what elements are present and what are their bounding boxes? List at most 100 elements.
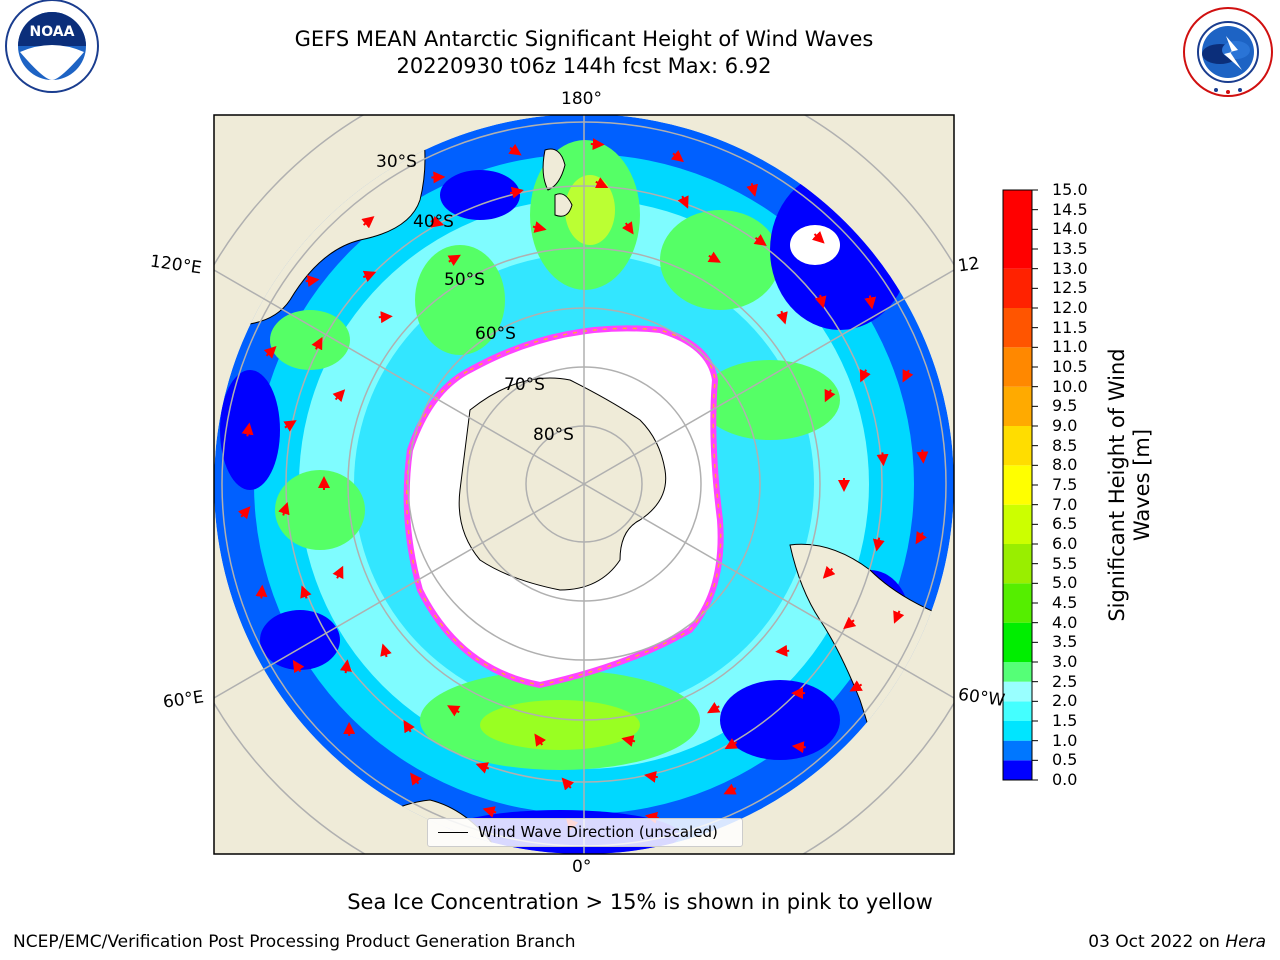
wind-wave-arrow xyxy=(594,177,609,189)
colorbar-tick-label: 7.0 xyxy=(1052,494,1078,514)
colorbar-tick-label: 9.5 xyxy=(1052,396,1078,416)
wind-wave-arrow xyxy=(915,531,927,545)
map-legend: Wind Wave Direction (unscaled) xyxy=(427,818,743,847)
lat-label-40s: 40°S xyxy=(413,212,454,232)
colorbar-band xyxy=(1003,740,1032,761)
colorbar-tick-label: 8.0 xyxy=(1052,455,1078,475)
colorbar-tick-label: 3.5 xyxy=(1052,632,1078,652)
wind-wave-arrow xyxy=(677,195,689,209)
colorbar-tick-label: 13.5 xyxy=(1052,239,1088,258)
colorbar-tick-label: 0.0 xyxy=(1052,770,1078,789)
colorbar-tick-label: 9.0 xyxy=(1052,416,1078,435)
legend-line-sample xyxy=(438,832,468,833)
wind-wave-arrow xyxy=(814,294,827,309)
wind-wave-arrow xyxy=(707,702,721,714)
lon-label-180: 180° xyxy=(561,89,602,109)
wind-wave-arrow xyxy=(378,311,393,324)
wind-wave-arrow xyxy=(410,772,422,786)
wind-wave-arrow xyxy=(723,783,737,795)
colorbar-tick-label: 3.0 xyxy=(1052,652,1078,671)
colorbar-tick-label: 11.0 xyxy=(1052,337,1088,357)
colorbar-band xyxy=(1003,465,1032,505)
colorbar-tick-label: 1.5 xyxy=(1052,711,1078,730)
wind-wave-arrow xyxy=(482,806,497,818)
wind-wave-arrow xyxy=(332,565,344,580)
wind-wave-arrow xyxy=(403,719,415,734)
wind-wave-arrow xyxy=(753,234,767,246)
wind-wave-arrow xyxy=(475,762,490,774)
wind-wave-arrow xyxy=(872,537,885,552)
wind-wave-arrow xyxy=(621,735,636,747)
wind-wave-arrow xyxy=(776,310,788,325)
colorbar-tick-label: 4.0 xyxy=(1052,612,1078,632)
wind-wave-arrow xyxy=(843,616,857,630)
lat-label-80s: 80°S xyxy=(533,425,574,445)
wind-wave-arrow xyxy=(431,171,446,184)
wind-wave-arrow xyxy=(447,705,461,717)
colorbar-band xyxy=(1003,662,1032,682)
wind-wave-arrow xyxy=(893,610,905,624)
colorbar-tick-label: 10.5 xyxy=(1052,357,1088,376)
lon-label-120w: 120°W xyxy=(956,253,982,277)
colorbar xyxy=(1002,189,1038,781)
wind-wave-arrow xyxy=(902,369,914,383)
colorbar-band xyxy=(1003,760,1032,780)
colorbar-band xyxy=(1003,268,1032,308)
colorbar-band xyxy=(1003,386,1032,426)
wind-wave-arrow xyxy=(822,565,836,579)
wind-wave-arrow xyxy=(876,452,889,467)
wind-wave-arrow xyxy=(824,388,836,403)
colorbar-tick-label: 6.0 xyxy=(1052,534,1078,553)
colorbar-band xyxy=(1003,347,1032,387)
colorbar-tick-label: 10.0 xyxy=(1052,376,1088,396)
chart-title: GEFS MEAN Antarctic Significant Height o… xyxy=(294,27,874,51)
wind-wave-arrow xyxy=(241,422,254,437)
wind-wave-arrow xyxy=(864,295,877,310)
wind-wave-arrow xyxy=(670,149,684,163)
wind-wave-arrow xyxy=(561,777,575,791)
colorbar-tick-label: 1.0 xyxy=(1052,730,1078,750)
colorbar-tick-label: 13.0 xyxy=(1052,258,1088,278)
map-frame xyxy=(213,114,955,855)
wind-wave-arrow xyxy=(339,659,352,674)
wind-wave-arrow xyxy=(621,221,634,235)
colorbar-band xyxy=(1003,701,1032,721)
graticule xyxy=(214,115,954,854)
wind-wave-arrow xyxy=(237,506,251,520)
wind-wave-arrow xyxy=(724,738,738,750)
wind-wave-arrow xyxy=(292,659,305,674)
noaa-logo: NOAA xyxy=(5,0,99,93)
colorbar-band xyxy=(1003,426,1032,466)
lat-label-60s: 60°S xyxy=(475,324,516,344)
lat-label-30s: 30°S xyxy=(376,152,417,172)
colorbar-tick-label: 14.5 xyxy=(1052,199,1088,219)
colorbar-band xyxy=(1003,681,1032,702)
wind-wave-arrow xyxy=(645,811,659,824)
nws-logo xyxy=(1183,7,1273,97)
wind-wave-arrow xyxy=(859,369,871,383)
colorbar-band xyxy=(1003,308,1032,348)
lat-label-70s: 70°S xyxy=(504,375,545,395)
wind-wave-arrow xyxy=(849,680,863,692)
wind-wave-arrow xyxy=(305,275,320,287)
colorbar-tick-label: 4.5 xyxy=(1052,593,1078,612)
wind-wave-arrow xyxy=(332,389,346,403)
legend-label: Wind Wave Direction (unscaled) xyxy=(478,823,718,841)
colorbar-tick-label: 6.5 xyxy=(1052,514,1078,534)
colorbar-tick-label: 2.5 xyxy=(1052,671,1078,691)
chart-subtitle: 20220930 t06z 144h fcst Max: 6.92 xyxy=(396,54,772,78)
wind-wave-arrow xyxy=(532,221,547,233)
colorbar-band xyxy=(1003,721,1032,741)
footer-credit: NCEP/EMC/Verification Post Processing Pr… xyxy=(13,932,576,952)
colorbar-band xyxy=(1003,583,1032,623)
colorbar-tick-label: 15.0 xyxy=(1052,180,1088,199)
colorbar-band xyxy=(1003,190,1032,269)
wind-wave-arrow xyxy=(380,643,392,658)
wind-wave-arrow xyxy=(430,215,445,228)
wind-wave-arrow xyxy=(508,143,522,156)
colorbar-label: Significant Height of Wind Waves [m] xyxy=(1104,348,1154,622)
wind-wave-arrow xyxy=(255,584,268,599)
antarctica xyxy=(458,377,667,591)
colorbar-band xyxy=(1003,544,1032,584)
